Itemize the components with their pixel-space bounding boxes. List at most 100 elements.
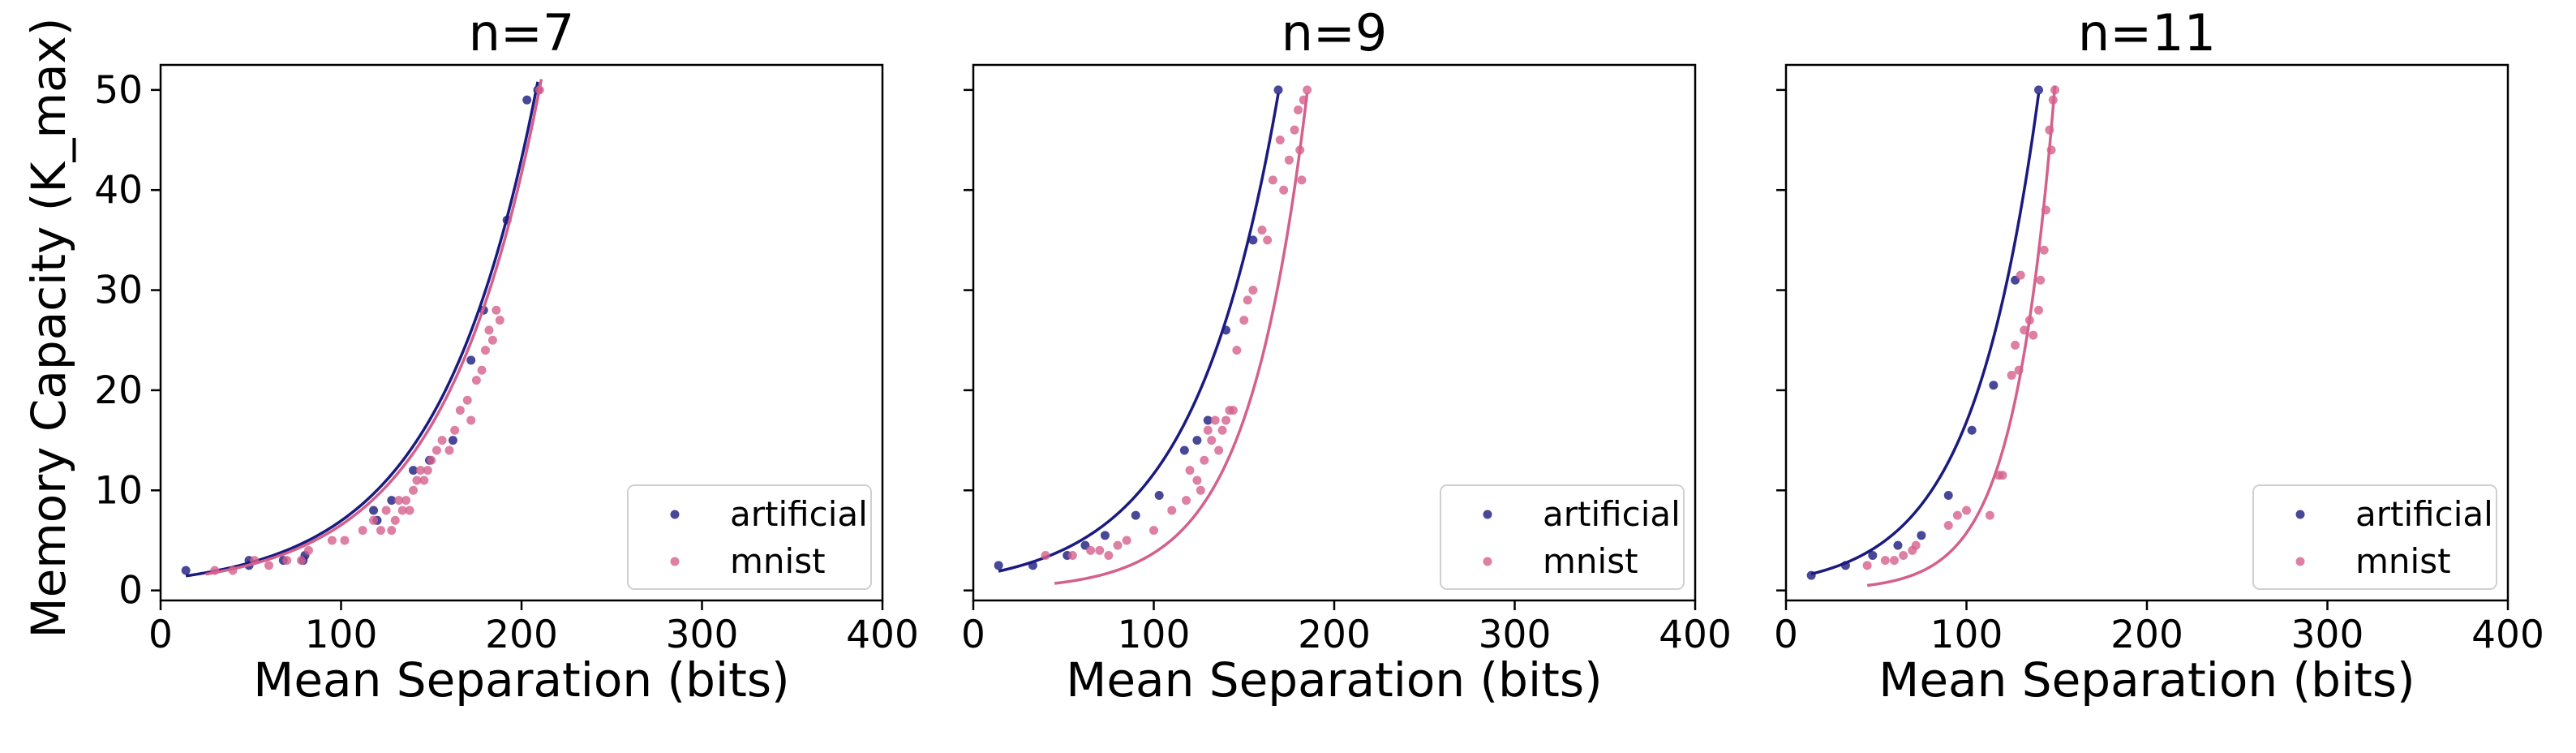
data-point-mnist xyxy=(1182,496,1191,506)
legend-marker-mnist xyxy=(1483,557,1492,566)
x-tick-label: 300 xyxy=(2291,613,2364,657)
data-point-mnist xyxy=(358,526,367,536)
data-point-mnist xyxy=(471,376,481,385)
plot-frame xyxy=(159,63,884,602)
x-axis-label: Mean Separation (bits) xyxy=(253,652,789,708)
x-tick-label: 100 xyxy=(1118,613,1191,657)
data-point-mnist xyxy=(369,515,379,525)
data-point-mnist xyxy=(535,85,544,95)
data-point-mnist xyxy=(427,455,436,465)
x-tick-label: 0 xyxy=(961,613,985,657)
data-point-mnist xyxy=(381,506,391,515)
data-point-artificial xyxy=(1192,436,1202,445)
data-point-mnist xyxy=(1210,415,1220,425)
data-point-mnist xyxy=(397,506,407,515)
data-point-mnist xyxy=(2034,305,2043,315)
data-point-mnist xyxy=(2020,325,2029,335)
panel-title: n=7 xyxy=(469,3,575,62)
y-tick-label: 40 xyxy=(94,168,143,213)
data-point-mnist xyxy=(437,436,447,445)
data-point-mnist xyxy=(415,466,425,475)
data-point-artificial xyxy=(1868,550,1878,560)
data-point-mnist xyxy=(2046,145,2056,155)
data-point-mnist xyxy=(1985,510,1994,520)
data-point-mnist xyxy=(1203,425,1213,435)
data-point-mnist xyxy=(297,556,307,566)
data-point-mnist xyxy=(450,425,460,435)
data-point-mnist xyxy=(1221,415,1230,425)
legend-label-mnist: mnist xyxy=(2355,541,2451,581)
data-point-artificial xyxy=(1943,490,1953,500)
plot-area: 0 100 200 300 400 xyxy=(961,63,1732,657)
data-point-mnist xyxy=(1185,466,1195,475)
data-point-mnist xyxy=(1149,526,1158,536)
y-tick-label: 0 xyxy=(118,569,143,613)
data-point-mnist xyxy=(1239,316,1249,325)
data-point-mnist xyxy=(2007,370,2016,380)
legend: artificial mnist xyxy=(627,484,872,590)
data-point-mnist xyxy=(419,475,429,485)
fit-curve-artificial xyxy=(998,93,1280,573)
data-point-mnist xyxy=(401,496,411,506)
data-point-mnist xyxy=(1067,550,1077,560)
data-point-mnist xyxy=(210,566,220,575)
legend: artificial mnist xyxy=(1440,484,1685,590)
x-axis-label: Mean Separation (bits) xyxy=(1878,652,2415,708)
y-tick-label: 50 xyxy=(94,68,143,113)
data-point-artificial xyxy=(1179,445,1189,455)
data-point-mnist xyxy=(1862,561,1872,570)
series-mnist xyxy=(205,79,544,576)
data-point-artificial xyxy=(994,561,1003,570)
legend-label-mnist: mnist xyxy=(1543,541,1638,581)
data-point-mnist xyxy=(2050,85,2060,95)
data-point-artificial xyxy=(1840,561,1850,570)
data-point-mnist xyxy=(2041,205,2050,215)
data-point-mnist xyxy=(1196,485,1205,495)
legend-marker-mnist xyxy=(670,557,680,566)
data-point-mnist xyxy=(390,515,400,525)
fit-curve-mnist xyxy=(1054,93,1309,585)
data-point-mnist xyxy=(1899,550,1908,560)
data-point-mnist xyxy=(264,561,273,570)
data-point-artificial xyxy=(522,95,532,105)
data-point-mnist xyxy=(1248,286,1258,295)
y-tick-label: 20 xyxy=(94,368,143,413)
x-tick-label: 400 xyxy=(846,613,919,657)
x-tick-label: 400 xyxy=(1659,613,1732,657)
legend-box xyxy=(627,484,872,590)
data-point-mnist xyxy=(1299,95,1308,105)
fit-curve-artificial xyxy=(185,81,539,578)
data-point-artificial xyxy=(448,436,457,445)
data-point-mnist xyxy=(1086,545,1096,555)
data-point-mnist xyxy=(1911,540,1921,550)
data-point-mnist xyxy=(1297,175,1307,185)
data-point-mnist xyxy=(1257,226,1267,235)
data-point-mnist xyxy=(455,406,465,415)
data-point-mnist xyxy=(1290,125,1299,135)
data-point-mnist xyxy=(2039,245,2049,255)
data-point-artificial xyxy=(2034,85,2043,95)
legend: artificial mnist xyxy=(2252,484,2497,590)
legend-box xyxy=(1440,484,1685,590)
data-point-mnist xyxy=(1104,550,1114,560)
data-point-artificial xyxy=(1028,561,1037,570)
data-point-artificial xyxy=(1154,490,1164,500)
data-point-artificial xyxy=(387,496,397,506)
data-point-artificial xyxy=(369,506,379,515)
data-point-mnist xyxy=(1192,475,1202,485)
data-point-mnist xyxy=(2045,125,2054,135)
data-point-mnist xyxy=(1890,556,1899,566)
data-point-mnist xyxy=(1214,445,1224,455)
legend-box xyxy=(2252,484,2497,590)
fit-curve-mnist xyxy=(205,79,543,576)
data-point-mnist xyxy=(1207,436,1217,445)
data-point-artificial xyxy=(1806,570,1816,580)
data-point-mnist xyxy=(1998,471,2007,480)
data-point-mnist xyxy=(481,346,490,355)
data-point-mnist xyxy=(1122,536,1131,545)
y-tick-label: 30 xyxy=(94,269,143,313)
data-point-mnist xyxy=(462,395,472,405)
data-point-mnist xyxy=(1275,136,1285,145)
y-tick-label: 10 xyxy=(94,468,143,513)
data-point-mnist xyxy=(387,526,397,536)
